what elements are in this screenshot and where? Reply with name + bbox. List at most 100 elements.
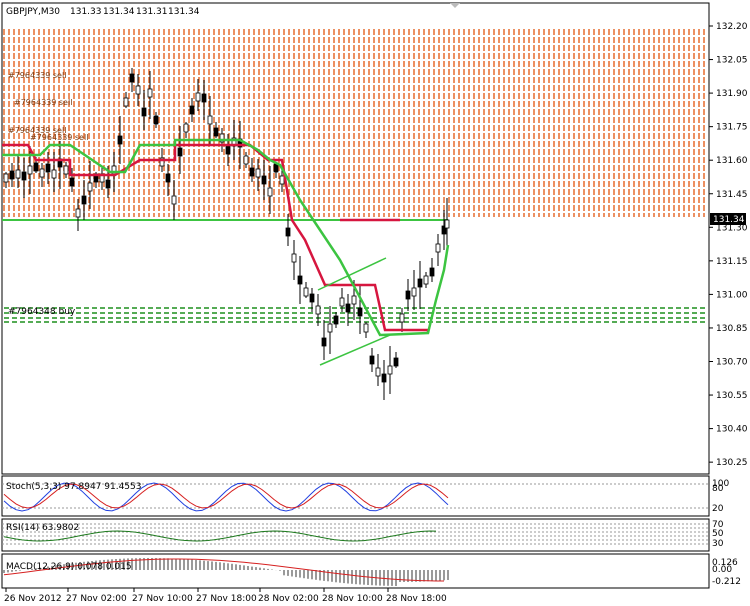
price-tick-label: 130.85 bbox=[716, 324, 748, 334]
candle-body bbox=[183, 123, 189, 133]
sell-order-labels: #7964339 sell#7964339 sell#7964339 sell#… bbox=[8, 71, 88, 142]
candle-body bbox=[297, 275, 303, 285]
candle-body bbox=[27, 165, 33, 175]
candle-body bbox=[39, 168, 45, 178]
candlesticks bbox=[3, 68, 450, 400]
macd-histogram bbox=[3, 558, 449, 586]
candle-body bbox=[189, 105, 195, 115]
stoch-tick-80: 80 bbox=[712, 484, 724, 494]
shift-marker-icon[interactable] bbox=[450, 3, 460, 8]
price-tick-label: 131.75 bbox=[716, 123, 748, 133]
candle-body bbox=[285, 227, 291, 237]
green-trend-line bbox=[2, 138, 450, 337]
rsi-tick-30: 30 bbox=[712, 539, 724, 549]
macd-signal-line bbox=[3, 558, 444, 582]
buy-order-label: #7964348 buy bbox=[8, 307, 76, 317]
macd-tick-zero: 0.00 bbox=[712, 565, 732, 575]
stoch-tick-100: 100 bbox=[712, 479, 729, 489]
candle-body bbox=[345, 303, 351, 313]
candle-body bbox=[213, 127, 219, 137]
candle-body bbox=[357, 307, 363, 317]
stoch-signal-line bbox=[3, 483, 449, 509]
price-tick-label: 132.05 bbox=[716, 56, 748, 66]
candle-body bbox=[429, 267, 435, 277]
sell-order-label: #7964339 sell bbox=[14, 98, 72, 107]
price-tick-label: 130.70 bbox=[716, 358, 748, 368]
channel-lower-line bbox=[319, 334, 391, 366]
candle-body bbox=[219, 133, 225, 143]
candle-body bbox=[21, 171, 27, 181]
candle-body bbox=[363, 323, 369, 333]
candle-body bbox=[15, 169, 21, 179]
time-label: 28 Nov 10:00 bbox=[322, 594, 383, 604]
candle-body bbox=[387, 365, 393, 375]
candle-body bbox=[351, 295, 357, 305]
price-tick-label: 131.15 bbox=[716, 257, 748, 267]
rsi-line bbox=[3, 530, 437, 542]
candle-body bbox=[315, 305, 321, 315]
channel-upper-line bbox=[317, 257, 387, 291]
sell-order-label: #7964339 sell bbox=[30, 133, 88, 142]
price-tick-label: 131.00 bbox=[716, 290, 748, 300]
rsi-tick-70: 70 bbox=[712, 520, 724, 530]
candle-body bbox=[261, 175, 267, 185]
price-tick-label: 131.60 bbox=[716, 156, 748, 166]
price-tick-label: 132.20 bbox=[716, 22, 748, 32]
candle-body bbox=[333, 315, 339, 325]
candle-body bbox=[417, 278, 423, 288]
candle-body bbox=[255, 168, 261, 178]
time-label: 27 Nov 18:00 bbox=[196, 594, 257, 604]
candle-body bbox=[225, 145, 231, 155]
candle-body bbox=[87, 182, 93, 192]
candle-body bbox=[81, 195, 87, 205]
stoch-panel[interactable] bbox=[1, 475, 710, 517]
candle-body bbox=[165, 173, 171, 183]
header-symbol: GBPJPY,M30 bbox=[6, 7, 60, 17]
sell-order-zone bbox=[3, 29, 705, 217]
time-label: 28 Nov 02:00 bbox=[258, 594, 319, 604]
macd-tick-bottom: -0.212 bbox=[712, 577, 741, 587]
stoch-main-line bbox=[3, 482, 449, 512]
candle-body bbox=[303, 287, 309, 297]
candle-body bbox=[369, 355, 375, 365]
candle-body bbox=[9, 170, 15, 180]
current-price-label: 131.34 bbox=[713, 215, 745, 225]
candle-body bbox=[411, 287, 417, 297]
candle-body bbox=[321, 337, 327, 347]
macd-label: MACD(12,26,9) 0.078 0.015 bbox=[6, 562, 132, 572]
candle-body bbox=[339, 297, 345, 307]
time-axis: 26 Nov 2012 27 Nov 02:00 27 Nov 10:00 27 No… bbox=[4, 588, 447, 604]
candle-body bbox=[177, 147, 183, 157]
candle-body bbox=[195, 92, 201, 102]
candle-body bbox=[393, 357, 399, 367]
rsi-label: RSI(14) 63.9802 bbox=[6, 523, 79, 533]
main-price-panel[interactable] bbox=[1, 2, 710, 475]
buy-order-zone bbox=[4, 307, 708, 323]
candle-body bbox=[399, 313, 405, 323]
candle-body bbox=[51, 169, 57, 179]
header-open: 131.33 bbox=[70, 7, 102, 17]
candle-body bbox=[129, 73, 135, 83]
candle-body bbox=[33, 162, 39, 172]
candle-body bbox=[171, 195, 177, 205]
candle-body bbox=[381, 373, 387, 383]
candle-body bbox=[243, 155, 249, 165]
candle-body bbox=[45, 163, 51, 173]
candle-body bbox=[273, 163, 279, 173]
stoch-label: Stoch(5,3,3) 97.8947 91.4553 bbox=[6, 482, 141, 492]
candle-body bbox=[105, 179, 111, 189]
time-label: 27 Nov 02:00 bbox=[66, 594, 127, 604]
stoch-tick-20: 20 bbox=[712, 504, 724, 514]
time-label: 27 Nov 10:00 bbox=[132, 594, 193, 604]
price-tick-label: 130.55 bbox=[716, 391, 748, 401]
price-tick-label: 130.40 bbox=[716, 425, 748, 435]
candle-body bbox=[309, 293, 315, 303]
time-label: 26 Nov 2012 bbox=[4, 594, 62, 604]
price-tick-label: 131.45 bbox=[716, 190, 748, 200]
header-high: 131.34 bbox=[103, 7, 135, 17]
candle-body bbox=[201, 93, 207, 103]
candle-body bbox=[3, 173, 9, 183]
candle-body bbox=[441, 225, 447, 235]
price-tick-label: 131.30 bbox=[716, 223, 748, 233]
price-tick-label: 131.90 bbox=[716, 89, 748, 99]
